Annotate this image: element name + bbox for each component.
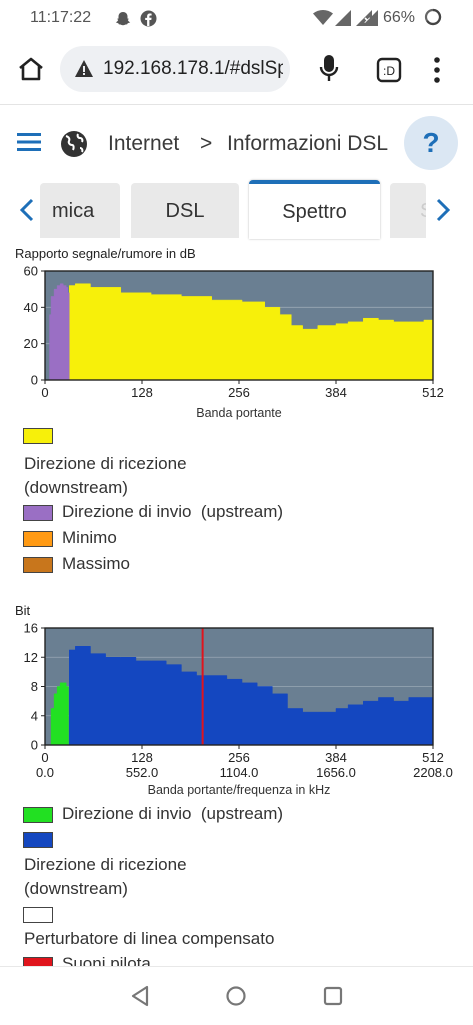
warning-icon[interactable] [74, 59, 94, 79]
series-area-0 [69, 283, 434, 381]
x-tick-label-khz: 1656.0 [316, 765, 356, 780]
home-nav-icon[interactable] [225, 985, 247, 1007]
toolbar-divider [0, 104, 473, 105]
breadcrumb-section[interactable]: Internet [108, 132, 180, 155]
snapchat-icon [115, 12, 131, 26]
bit-chart: 048121600.0128552.02561104.03841656.0512… [24, 621, 453, 798]
tab-dinamica[interactable]: mica [40, 183, 120, 238]
chevron-right-icon[interactable] [434, 197, 452, 223]
x-axis-label: Banda portante [196, 406, 282, 420]
legend-label-pilot: Suoni pilota [62, 954, 151, 966]
help-button[interactable]: ? [404, 116, 458, 170]
legend-swatch-upstream-bits [23, 807, 53, 823]
x-tick-label-khz: 0.0 [36, 765, 54, 780]
y-tick-label: 16 [24, 621, 38, 636]
legend-label-minimo: Minimo [62, 528, 117, 547]
x-tick-label: 128 [131, 750, 153, 765]
legend-label-upstream: Direzione di invio (upstream) [62, 502, 284, 521]
tab-bar: mica DSL Spettro Sta [0, 180, 473, 240]
bit-chart-title: Bit [15, 603, 31, 618]
legend-swatch-crosstalk [23, 907, 53, 923]
snr-chart: 0 20 40 60 0 128 256 384 512 Banda portante [24, 264, 444, 421]
browser-toolbar: 192.168.178.1/#dslSpe :D [0, 40, 473, 100]
x-tick-label: 384 [325, 750, 347, 765]
x-tick-label: 512 [422, 385, 444, 400]
x-tick-label: 512 [422, 750, 444, 765]
status-time: 11:17:22 [30, 9, 92, 26]
battery-icon [424, 8, 442, 26]
legend-swatch-upstream [23, 505, 53, 521]
android-nav-bar [0, 966, 473, 1025]
signal-icon [335, 10, 351, 26]
legend-swatch-pilot [23, 957, 53, 966]
legend-swatch-downstream [23, 428, 53, 444]
x-axis-label: Banda portante/frequenza in kHz [148, 783, 331, 797]
battery-percentage: 66% [383, 9, 416, 26]
status-bar: 11:17:22 66% [0, 0, 473, 36]
legend-label-downstream: Direzione di ricezione (downstream) [24, 454, 187, 497]
home-icon[interactable] [17, 56, 45, 82]
series-area-1 [49, 283, 70, 381]
x-tick-label-khz: 552.0 [126, 765, 159, 780]
globe-icon [61, 131, 87, 157]
legend-label-downstream-bits: Direzione di ricezione (downstream) [24, 855, 187, 898]
chevron-left-icon[interactable] [18, 197, 36, 223]
y-tick-label: 0 [31, 738, 38, 753]
signal-icon [362, 10, 378, 26]
bit-legend: Direzione di invio (upstream) Direzione … [23, 803, 463, 966]
legend-swatch-minimo [23, 531, 53, 547]
x-tick-label: 256 [228, 750, 250, 765]
x-tick-label-khz: 1104.0 [220, 765, 259, 780]
tab-spettro[interactable]: Spettro [249, 180, 380, 239]
y-tick-label: 8 [31, 679, 38, 694]
y-tick-label: 20 [24, 336, 38, 351]
back-icon[interactable] [130, 985, 150, 1007]
microphone-icon[interactable] [319, 54, 339, 84]
y-tick-label: 4 [31, 708, 38, 723]
breadcrumb-page: Informazioni DSL [227, 132, 389, 155]
x-tick-label: 256 [228, 385, 250, 400]
breadcrumb: Internet > Informazioni DSL [0, 112, 473, 176]
x-tick-label: 128 [131, 385, 153, 400]
overflow-menu-icon[interactable] [432, 56, 442, 84]
y-tick-label: 12 [24, 650, 38, 665]
series-area-1 [50, 682, 69, 746]
x-tick-label: 384 [325, 385, 347, 400]
x-tick-label: 0 [41, 385, 48, 400]
x-tick-label-khz: 2208.0 [413, 765, 453, 780]
breadcrumb-separator: > [200, 132, 213, 155]
svg-text::D: :D [383, 64, 395, 78]
tab-switcher-icon[interactable]: :D [376, 57, 402, 83]
url-text[interactable]: 192.168.178.1/#dslSpe [103, 58, 283, 79]
y-tick-label: 0 [31, 373, 38, 388]
series-area-0 [69, 646, 434, 746]
legend-swatch-massimo [23, 557, 53, 573]
tab-dsl[interactable]: DSL [131, 183, 239, 238]
hamburger-menu-icon[interactable] [17, 132, 41, 152]
legend-label-massimo: Massimo [62, 554, 131, 573]
facebook-icon [140, 10, 157, 27]
y-tick-label: 40 [24, 300, 38, 315]
address-bar[interactable]: 192.168.178.1/#dslSpe [60, 46, 290, 92]
legend-label-crosstalk: Perturbatore di linea compensato [24, 929, 275, 948]
y-tick-label: 60 [24, 264, 38, 279]
legend-label-upstream-bits: Direzione di invio (upstream) [62, 804, 284, 823]
x-tick-label: 0 [41, 750, 48, 765]
snr-chart-title: Rapporto segnale/rumore in dB [15, 246, 196, 261]
legend-swatch-downstream-bits [23, 832, 53, 848]
tab-statistiche[interactable]: Sta [390, 183, 426, 238]
recents-icon[interactable] [322, 985, 344, 1007]
wifi-icon [313, 10, 333, 25]
